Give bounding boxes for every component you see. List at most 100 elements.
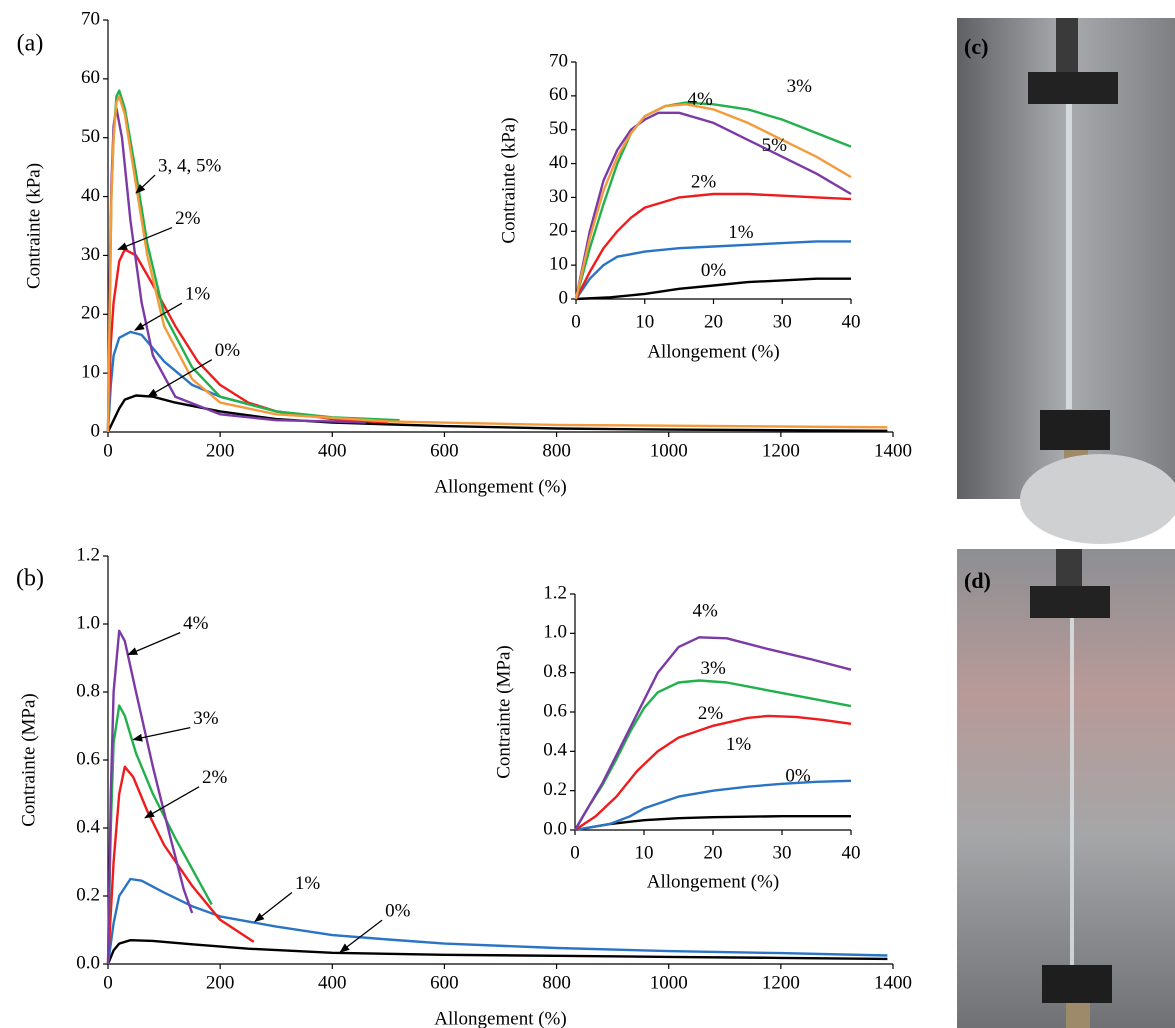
y-tick-label: 0.6 [76,748,100,769]
y-tick-label: 0.8 [543,661,567,682]
photo-label: (c) [964,34,988,59]
x-tick-label: 600 [430,440,459,461]
series-label: 5% [762,135,788,156]
y-tick-label: 20 [81,303,100,324]
annotation-label: 3% [193,708,219,729]
x-tick-label: 400 [318,440,347,461]
y-axis-title: Contrainte (kPa) [23,163,44,289]
x-tick-label: 1400 [874,972,912,993]
series-line [574,192,852,300]
x-tick-label: 0 [570,842,580,863]
x-tick-label: 0 [103,972,113,993]
photo-c: (c) [957,18,1175,544]
series-line [106,89,400,433]
series-label: 1% [728,222,754,243]
x-tick-label: 0 [103,440,113,461]
y-tick-label: 0.2 [76,884,100,905]
panel-label: (b) [16,566,44,592]
series-line [106,939,888,965]
y-tick-label: 10 [81,362,100,383]
x-tick-label: 800 [542,972,571,993]
annotation-arrow [134,302,183,331]
annotation-arrow [144,786,200,819]
y-tick-label: 40 [81,185,100,206]
x-tick-label: 200 [206,972,235,993]
y-tick-label: 0.4 [543,740,567,761]
annotation-arrow [132,726,191,742]
series-line [106,629,194,965]
inset-background [486,52,871,369]
series-line [573,636,852,831]
chart: 0 10 20 30 40 0 10 20 30 40 50 60 70 Allongement (%) C… [486,50,871,369]
x-tick-label: 1000 [650,972,688,993]
inset-background [485,584,871,900]
y-tick-label: 0.8 [76,680,100,701]
y-tick-label: 1.2 [543,582,567,603]
x-tick-label: 200 [206,440,235,461]
x-tick-label: 40 [842,311,861,332]
y-tick-label: 30 [81,244,100,265]
y-tick-label: 0.0 [543,818,567,839]
x-tick-label: 1000 [650,440,688,461]
x-tick-label: 800 [542,440,571,461]
y-tick-label: 20 [549,220,568,241]
x-tick-label: 400 [318,972,347,993]
series-line [106,107,366,433]
y-tick-label: 1.0 [76,612,100,633]
y-tick-label: 0 [559,287,569,308]
chart: 0 10 20 30 40 0.0 0.2 0.4 0.6 0.8 1.0 1.2 Allongemen… [485,582,871,900]
photo-label: (d) [964,568,991,593]
series-line [106,95,888,433]
annotation-label: 1% [295,873,321,894]
series-label: 4% [693,601,719,622]
x-axis-title: Allongement (%) [434,476,566,497]
x-tick-label: 30 [773,311,792,332]
chart: 0 200 400 600 800 1000 1200 1400010203040506070… [17,8,912,497]
series-line [106,394,888,433]
y-tick-label: 50 [549,118,568,139]
x-tick-label: 1400 [874,440,912,461]
x-axis-title: Allongement (%) [647,341,779,362]
series-label: 2% [691,171,717,192]
y-tick-label: 0.6 [543,700,567,721]
x-tick-label: 20 [704,311,723,332]
annotation-label: 4% [183,613,209,634]
series-label: 2% [698,703,724,724]
annotation-label: 0% [385,900,411,921]
x-tick-label: 40 [842,842,861,863]
series-line [106,765,255,965]
y-tick-label: 60 [81,67,100,88]
annotation-arrow [254,891,293,923]
chart: 0 200 400 600 800 1000 1200 14000.00.20.40.60.8… [16,544,912,1028]
annotation-arrow [146,359,213,398]
y-tick-label: 70 [81,8,100,29]
y-tick-label: 10 [549,254,568,275]
y-tick-label: 1.0 [543,622,567,643]
x-axis-title: Allongement (%) [434,1008,566,1028]
x-axis-title: Allongement (%) [647,871,779,892]
series-line [574,779,852,832]
series-label: 0% [701,260,727,281]
y-tick-label: 60 [549,84,568,105]
annotation-label: 3, 4, 5% [158,155,222,176]
y-axis-title: Contrainte (kPa) [498,117,519,243]
x-tick-label: 1200 [762,440,800,461]
annotation-label: 1% [185,284,211,305]
series-line [574,714,852,831]
y-axis-title: Contrainte (MPa) [493,645,514,779]
x-tick-label: 1200 [762,972,800,993]
x-tick-label: 30 [773,842,792,863]
panel-label: (a) [17,31,44,57]
series-line [575,277,851,301]
y-tick-label: 0.2 [543,779,567,800]
y-axis-title: Contrainte (MPa) [18,693,39,827]
x-tick-label: 600 [430,972,459,993]
series-label: 3% [787,76,813,97]
x-tick-label: 10 [635,311,654,332]
y-tick-label: 70 [549,50,568,71]
y-tick-label: 1.2 [76,544,100,565]
x-tick-label: 10 [635,842,654,863]
photo-d: (d) [957,549,1175,1028]
x-tick-label: 0 [571,311,581,332]
